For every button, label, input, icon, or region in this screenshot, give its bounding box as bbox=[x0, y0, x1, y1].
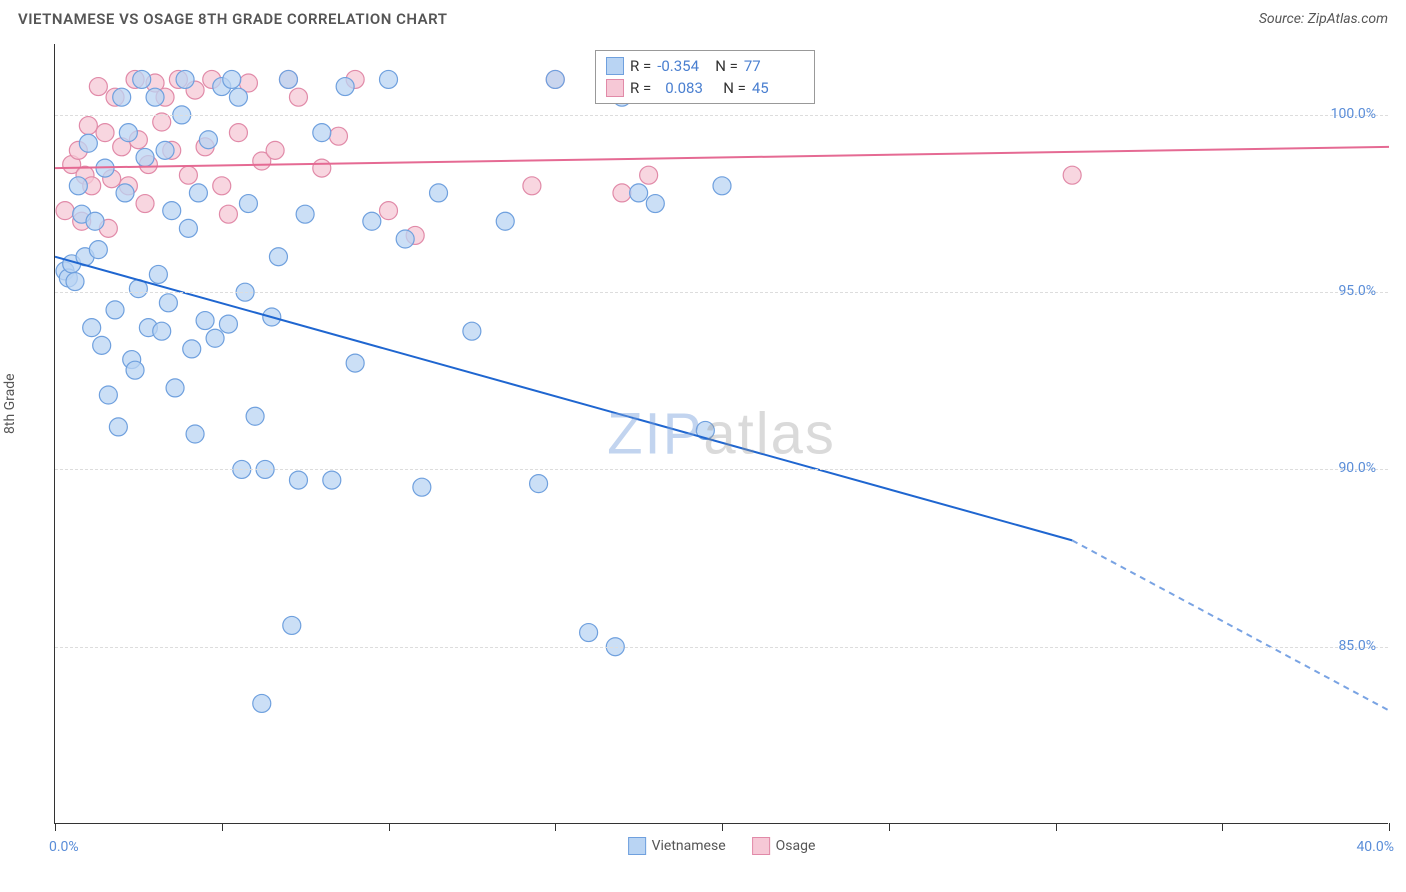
x-tick bbox=[389, 823, 390, 831]
x-tick bbox=[889, 823, 890, 831]
gridline bbox=[55, 292, 1388, 293]
x-tick bbox=[722, 823, 723, 831]
y-tick-label: 95.0% bbox=[1338, 283, 1376, 299]
x-label-left: 0.0% bbox=[49, 839, 79, 855]
gridline bbox=[55, 647, 1388, 648]
x-tick bbox=[555, 823, 556, 831]
x-tick bbox=[1222, 823, 1223, 831]
x-label-right: 40.0% bbox=[1356, 839, 1394, 855]
x-tick bbox=[222, 823, 223, 831]
swatch-osage bbox=[606, 79, 624, 97]
swatch-vietnamese-bottom bbox=[628, 837, 646, 855]
plot-area: ZIPatlas R = -0.354 N = 77 R = 0.083 N =… bbox=[54, 44, 1388, 824]
x-tick bbox=[55, 823, 56, 831]
stats-legend: R = -0.354 N = 77 R = 0.083 N = 45 bbox=[595, 50, 815, 104]
stats-row-vietnamese: R = -0.354 N = 77 bbox=[606, 55, 804, 77]
legend-item-vietnamese: Vietnamese bbox=[628, 837, 726, 855]
y-tick-label: 90.0% bbox=[1338, 460, 1376, 476]
legend-item-osage: Osage bbox=[752, 837, 816, 855]
chart-title: VIETNAMESE VS OSAGE 8TH GRADE CORRELATIO… bbox=[18, 10, 447, 28]
scatter-svg bbox=[55, 44, 1389, 824]
swatch-osage-bottom bbox=[752, 837, 770, 855]
gridline bbox=[55, 469, 1388, 470]
y-tick-label: 85.0% bbox=[1338, 638, 1376, 654]
x-tick bbox=[1389, 823, 1390, 831]
y-tick-label: 100.0% bbox=[1331, 106, 1376, 122]
gridline bbox=[55, 115, 1388, 116]
bottom-legend: Vietnamese Osage bbox=[628, 837, 816, 855]
stats-row-osage: R = 0.083 N = 45 bbox=[606, 77, 804, 99]
y-axis-title: 8th Grade bbox=[2, 373, 18, 434]
swatch-vietnamese bbox=[606, 57, 624, 75]
x-tick bbox=[1056, 823, 1057, 831]
chart-source: Source: ZipAtlas.com bbox=[1259, 11, 1388, 27]
